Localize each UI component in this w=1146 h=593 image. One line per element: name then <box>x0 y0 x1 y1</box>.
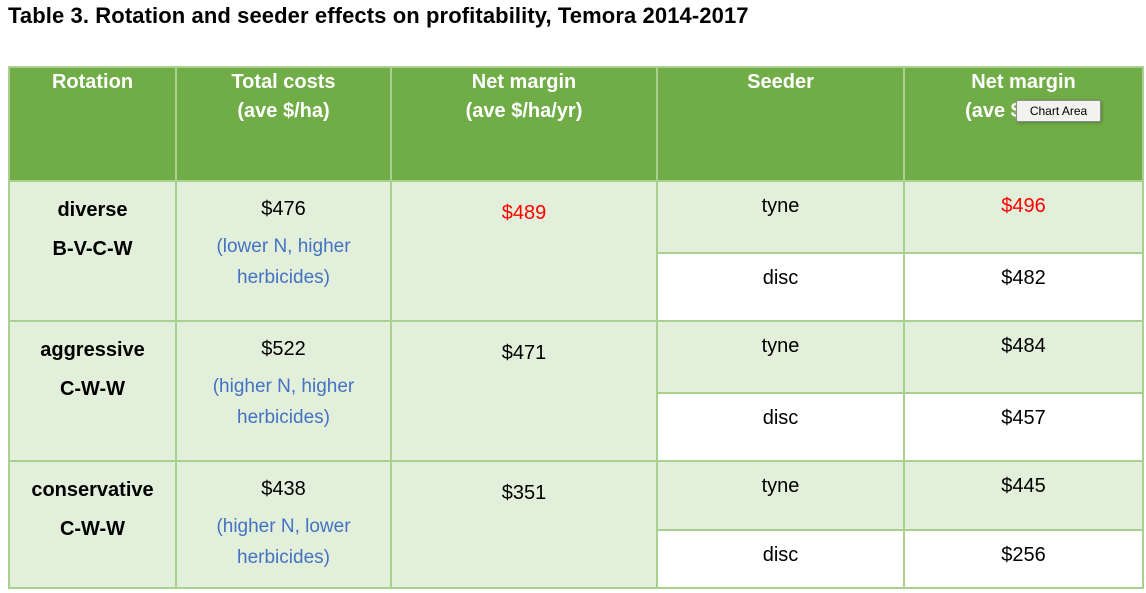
header-cell-net-margin-seeder: Net margin (ave $/ha/yr) <box>903 66 1144 182</box>
seeder-label: disc <box>762 544 799 566</box>
rotation-net-margin-cell: $471 <box>390 320 658 462</box>
seeder-cell: tyne <box>656 460 905 531</box>
rotation-cell: diverse B-V-C-W <box>8 180 177 322</box>
rotation-cell: conservative C-W-W <box>8 460 177 589</box>
seeder-label: disc <box>762 407 799 429</box>
chart-area-tooltip: Chart Area <box>1016 100 1101 122</box>
seeder-label: tyne <box>761 475 800 497</box>
page-title: Table 3. Rotation and seeder effects on … <box>8 3 749 28</box>
seeder-label: disc <box>762 267 799 289</box>
seeder-net-margin-value: $484 <box>1001 335 1046 357</box>
header-line: Total costs <box>231 71 336 93</box>
rotation-name: diverse <box>57 199 128 221</box>
seeder-net-margin-cell: $445 <box>903 460 1144 531</box>
seeder-cell: tyne <box>656 320 905 394</box>
seeder-cell: disc <box>656 252 905 322</box>
rotation-sequence: B-V-C-W <box>52 238 133 260</box>
rotation-name: aggressive <box>40 339 145 361</box>
total-cost-value: $476 <box>261 198 306 220</box>
seeder-label: tyne <box>761 335 800 357</box>
rotation-net-margin-value: $351 <box>501 482 547 504</box>
table-row: disc $457 <box>9 392 1144 462</box>
rotation-net-margin-value: $489 <box>501 202 547 224</box>
seeder-net-margin-value: $256 <box>1001 544 1046 566</box>
rotation-net-margin-cell: $351 <box>390 460 658 589</box>
seeder-net-margin-value: $482 <box>1001 267 1046 289</box>
seeder-net-margin-cell: $484 <box>903 320 1144 394</box>
seeder-cell: tyne <box>656 180 905 254</box>
seeder-cell: disc <box>656 529 905 589</box>
cost-note: (higher N, higher herbicides) <box>212 376 355 428</box>
table-row: aggressive C-W-W $522 (higher N, higher … <box>8 320 1144 462</box>
total-cost-value: $522 <box>261 338 306 360</box>
header-row: Rotation Total costs (ave $/ha) Net marg… <box>8 66 1144 182</box>
header-line: (ave $/ha) <box>237 100 330 122</box>
seeder-net-margin-cell: $457 <box>903 392 1144 462</box>
cost-note: (lower N, higher herbicides) <box>216 236 351 288</box>
total-cost-value: $438 <box>261 478 306 500</box>
seeder-label: tyne <box>761 195 800 217</box>
total-cost-cell: $522 (higher N, higher herbicides) <box>175 320 392 462</box>
seeder-net-margin-value: $457 <box>1001 407 1046 429</box>
seeder-net-margin-value: $445 <box>1001 475 1046 497</box>
seeder-cell: disc <box>656 392 905 462</box>
table-row: disc $256 <box>9 529 1144 589</box>
rotation-net-margin-value: $471 <box>501 342 547 364</box>
header-line: Rotation <box>51 71 134 93</box>
total-cost-cell: $438 (higher N, lower herbicides) <box>175 460 392 589</box>
total-cost-cell: $476 (lower N, higher herbicides) <box>175 180 392 322</box>
rotation-sequence: C-W-W <box>59 518 126 540</box>
table-row: conservative C-W-W $438 (higher N, lower… <box>8 460 1144 589</box>
header-line: Net margin <box>971 71 1076 93</box>
header-cell-total-costs: Total costs (ave $/ha) <box>175 66 392 182</box>
header-line: Seeder <box>747 71 814 93</box>
header-cell-net-margin-rotation: Net margin (ave $/ha/yr) <box>390 66 658 182</box>
rotation-cell: aggressive C-W-W <box>8 320 177 462</box>
rotation-sequence: C-W-W <box>59 378 126 400</box>
table-row: disc $482 <box>9 252 1144 322</box>
rotation-net-margin-cell: $489 <box>390 180 658 322</box>
profitability-table[interactable]: Rotation Total costs (ave $/ha) Net marg… <box>8 66 1144 589</box>
header-cell-rotation: Rotation <box>8 66 177 182</box>
seeder-net-margin-value: $496 <box>1001 195 1046 217</box>
header-cell-seeder: Seeder <box>656 66 905 182</box>
seeder-net-margin-cell: $496 <box>903 180 1144 254</box>
header-line: (ave $/ha/yr) <box>465 100 583 122</box>
header-line: Net margin <box>471 71 577 93</box>
seeder-net-margin-cell: $256 <box>903 529 1144 589</box>
rotation-name: conservative <box>31 479 154 501</box>
cost-note: (higher N, lower herbicides) <box>216 516 351 568</box>
seeder-net-margin-cell: $482 <box>903 252 1144 322</box>
table-row: diverse B-V-C-W $476 (lower N, higher he… <box>8 180 1144 322</box>
